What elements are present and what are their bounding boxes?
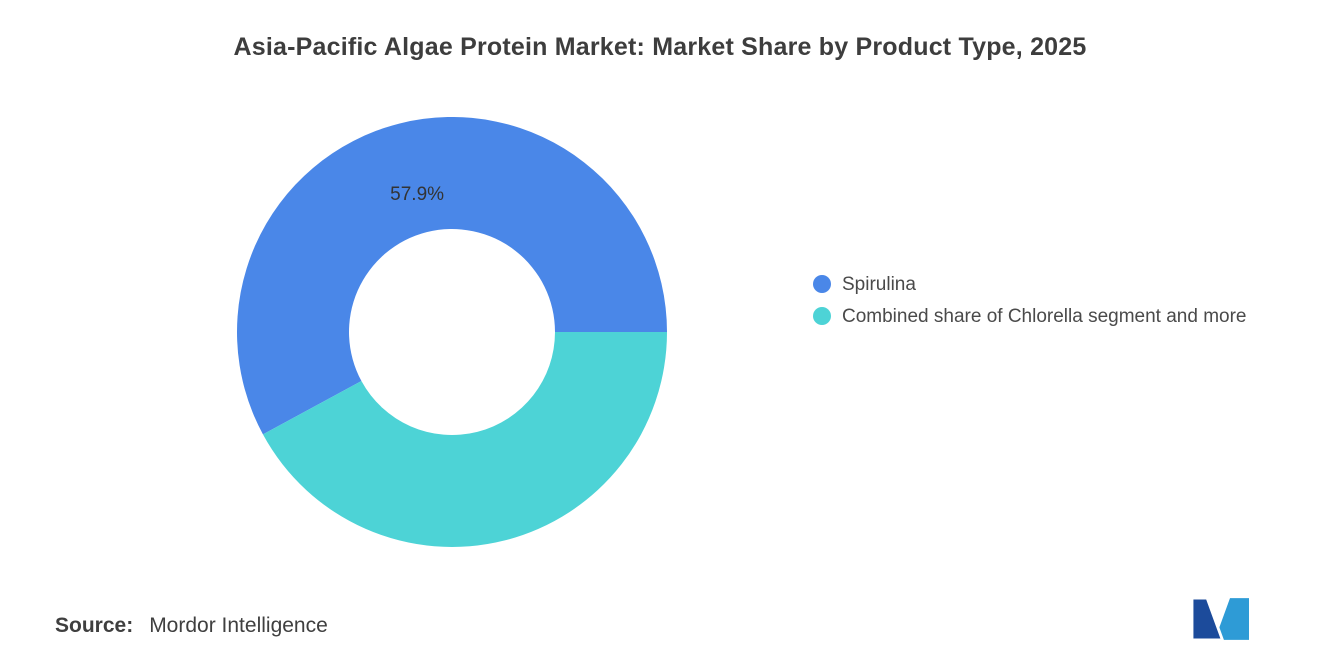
pie-slice-spirulina[interactable] (237, 117, 667, 435)
legend-marker-chlorella (813, 307, 831, 325)
legend: Spirulina Combined share of Chlorella se… (813, 270, 1268, 331)
pie-slice-combined[interactable] (262, 332, 667, 547)
legend-item-spirulina[interactable]: Spirulina (813, 270, 1268, 299)
source-note: Source: Mordor Intelligence (55, 614, 328, 638)
legend-marker-spirulina (813, 275, 831, 293)
source-value: Mordor Intelligence (149, 614, 328, 637)
legend-label-chlorella: Combined share of Chlorella segment and … (842, 306, 1247, 327)
donut-chart: 57.9% (237, 117, 667, 547)
logo-shape-light (1214, 598, 1249, 640)
chart-title: Asia-Pacific Algae Protein Market: Marke… (233, 33, 1087, 61)
slice-value-label: 57.9% (390, 184, 444, 205)
mordor-intelligence-logo (1192, 597, 1249, 641)
source-label: Source: (55, 614, 134, 637)
legend-item-chlorella[interactable]: Combined share of Chlorella segment and … (813, 302, 1268, 331)
logo-shape-dark (1192, 597, 1225, 641)
legend-label-spirulina: Spirulina (842, 274, 916, 295)
